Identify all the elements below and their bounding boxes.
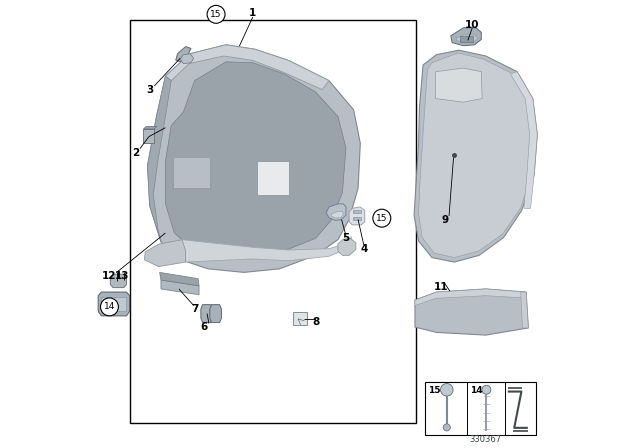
Polygon shape <box>161 280 199 295</box>
Text: 8: 8 <box>312 317 319 327</box>
Polygon shape <box>147 76 172 242</box>
Circle shape <box>443 424 451 431</box>
Text: 14: 14 <box>104 302 115 311</box>
Polygon shape <box>98 292 129 316</box>
Text: 2: 2 <box>132 148 139 158</box>
Text: 11: 11 <box>434 282 448 292</box>
Polygon shape <box>147 45 360 272</box>
FancyBboxPatch shape <box>129 20 416 423</box>
Polygon shape <box>101 297 127 311</box>
Circle shape <box>100 298 118 316</box>
Polygon shape <box>332 211 343 218</box>
Text: 15: 15 <box>211 10 222 19</box>
Polygon shape <box>415 289 526 306</box>
Text: 1: 1 <box>249 9 257 18</box>
Polygon shape <box>349 207 365 225</box>
Polygon shape <box>176 47 191 62</box>
Polygon shape <box>143 129 154 143</box>
Bar <box>460 36 473 42</box>
Polygon shape <box>419 53 535 258</box>
Polygon shape <box>414 50 538 262</box>
Polygon shape <box>201 305 212 323</box>
Polygon shape <box>165 62 346 259</box>
Circle shape <box>373 209 391 227</box>
Polygon shape <box>143 126 157 129</box>
FancyBboxPatch shape <box>425 382 536 435</box>
Text: 12: 12 <box>102 271 116 280</box>
Polygon shape <box>415 289 528 335</box>
Polygon shape <box>451 28 481 46</box>
Text: 14: 14 <box>470 386 483 395</box>
Polygon shape <box>110 274 127 288</box>
Text: 7: 7 <box>191 304 198 314</box>
Polygon shape <box>173 157 210 188</box>
Text: 3: 3 <box>146 85 154 95</box>
Text: 13: 13 <box>115 271 129 280</box>
Text: 15: 15 <box>376 214 388 223</box>
Polygon shape <box>456 35 477 43</box>
Text: 330367: 330367 <box>470 435 502 444</box>
Text: 4: 4 <box>360 244 367 254</box>
Text: 9: 9 <box>442 215 449 224</box>
Polygon shape <box>436 68 482 102</box>
FancyBboxPatch shape <box>293 312 307 325</box>
Polygon shape <box>159 272 199 286</box>
Polygon shape <box>521 292 528 328</box>
Text: 5: 5 <box>342 233 349 243</box>
Circle shape <box>207 5 225 23</box>
Text: 6: 6 <box>200 322 207 332</box>
Polygon shape <box>210 305 221 323</box>
Polygon shape <box>165 45 329 90</box>
Circle shape <box>482 385 491 394</box>
Polygon shape <box>182 237 351 262</box>
Polygon shape <box>338 238 356 255</box>
Bar <box>353 217 361 220</box>
Bar <box>353 210 361 213</box>
Polygon shape <box>326 204 346 220</box>
Polygon shape <box>257 161 289 195</box>
Text: 15: 15 <box>428 386 440 395</box>
Polygon shape <box>511 72 538 208</box>
Text: 10: 10 <box>465 20 479 30</box>
Polygon shape <box>145 240 186 267</box>
Circle shape <box>440 383 453 396</box>
Polygon shape <box>180 54 194 64</box>
